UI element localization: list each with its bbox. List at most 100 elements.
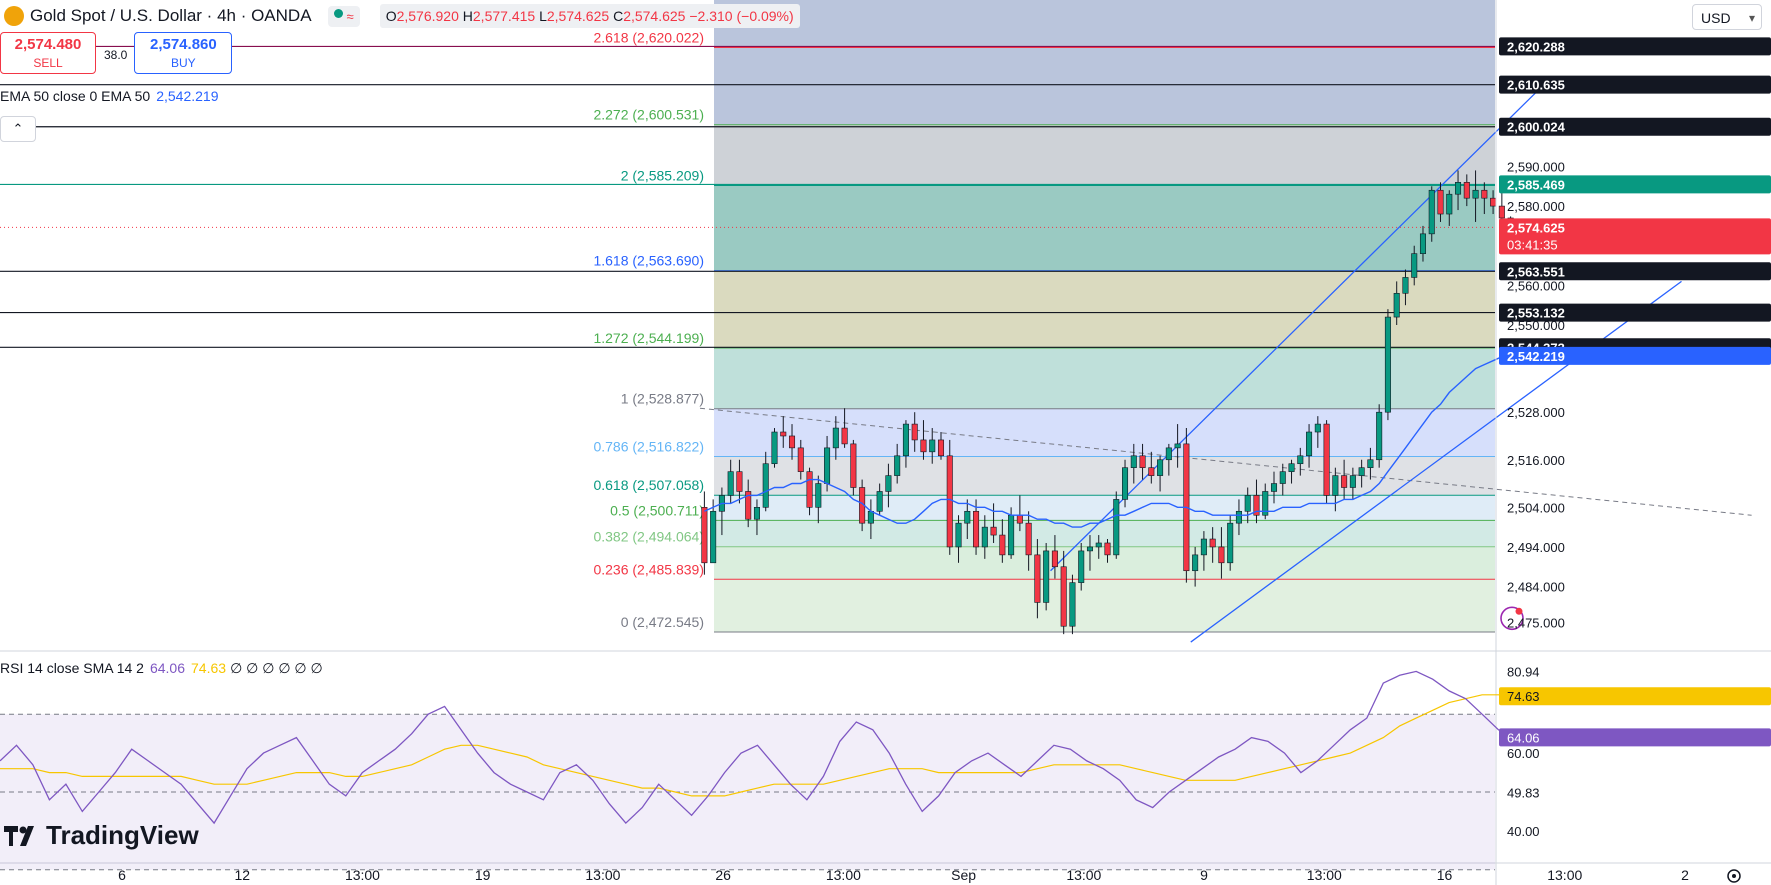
candle-body bbox=[1016, 514, 1023, 524]
currency-select[interactable]: USD bbox=[1692, 4, 1762, 31]
candle-body bbox=[1086, 546, 1093, 552]
price-label-badge: 2,610.635 bbox=[1499, 75, 1771, 94]
price-tick-label: 2,494.000 bbox=[1507, 540, 1565, 555]
candle-body bbox=[876, 491, 883, 512]
candle-body bbox=[1323, 423, 1330, 496]
price-label-bg bbox=[1499, 303, 1771, 322]
brand-name: TradingView bbox=[46, 820, 199, 850]
time-tick-label: Sep bbox=[951, 867, 976, 883]
price-label-text: 2,542.219 bbox=[1507, 349, 1565, 364]
ohlc-change: −2.310 (−0.09%) bbox=[689, 8, 794, 24]
fib-zone bbox=[714, 185, 1495, 271]
price-tick-label: 2,550.000 bbox=[1507, 318, 1565, 333]
rsi-label: RSI 14 close SMA 14 2 bbox=[0, 660, 144, 676]
ohlc-high-key: H bbox=[462, 8, 473, 24]
candle-body bbox=[1411, 253, 1418, 278]
candle-body bbox=[885, 475, 892, 492]
market-status-indicator[interactable]: ≈ bbox=[327, 5, 360, 27]
candle-body bbox=[1490, 197, 1497, 207]
sell-button[interactable]: 2,574.480 SELL bbox=[0, 32, 96, 74]
rsi-label-badge: 64.06 bbox=[1499, 728, 1771, 747]
alert-icon-dot bbox=[1515, 607, 1523, 615]
price-label-text: 2,574.625 bbox=[1507, 220, 1565, 235]
ohlc-readout: O2,576.920 H2,577.415 L2,574.625 C2,574.… bbox=[379, 4, 800, 28]
price-label-text: 2,610.635 bbox=[1507, 78, 1565, 93]
symbol-header[interactable]: Gold Spot / U.S. Dollar · 4h · OANDA ≈ O… bbox=[0, 0, 800, 32]
fib-level-label: 0.5 (2,500.711) bbox=[610, 502, 704, 518]
fib-zone bbox=[714, 0, 1495, 48]
fib-zone bbox=[714, 270, 1495, 348]
time-tick-label: 26 bbox=[715, 867, 731, 883]
fib-zone bbox=[714, 520, 1495, 547]
symbol-title[interactable]: Gold Spot / U.S. Dollar · 4h · OANDA bbox=[30, 6, 312, 25]
candle-body bbox=[920, 439, 927, 453]
candle-body bbox=[815, 483, 822, 508]
candle-body bbox=[1122, 467, 1129, 500]
buy-price: 2,574.860 bbox=[149, 36, 217, 53]
price-label-bg bbox=[1499, 37, 1771, 56]
candle-body bbox=[1463, 182, 1470, 199]
fib-zone bbox=[714, 47, 1495, 125]
candle-body bbox=[850, 443, 857, 488]
market-open-dot-icon bbox=[333, 8, 343, 18]
gold-symbol-icon bbox=[4, 6, 24, 26]
rsi-label-bg bbox=[1499, 728, 1771, 747]
candle-body bbox=[1314, 423, 1321, 433]
time-tick-label: 13:00 bbox=[826, 867, 861, 883]
price-label-bg bbox=[1499, 346, 1771, 365]
candle-body bbox=[1043, 550, 1050, 603]
fib-zone bbox=[714, 579, 1495, 632]
ohlc-low-key: L bbox=[539, 8, 547, 24]
price-tick-label: 2,528.000 bbox=[1507, 405, 1565, 420]
currency-value: USD bbox=[1701, 10, 1731, 26]
rsi-line bbox=[0, 670, 1516, 825]
rsi-legend[interactable]: RSI 14 close SMA 14 2 64.06 74.63 ∅ ∅ ∅ ∅ ∅… bbox=[0, 660, 323, 677]
price-label-bg bbox=[1499, 117, 1771, 136]
price-label-badge: 2,553.132 bbox=[1499, 303, 1771, 322]
fib-level-label: 0 (2,472.545) bbox=[621, 614, 704, 630]
price-label-text: 2,553.132 bbox=[1507, 306, 1565, 321]
candle-body bbox=[753, 507, 760, 520]
candle-body bbox=[999, 534, 1006, 556]
rsi-sma-line bbox=[0, 694, 1516, 797]
price-tick-label: 2,560.000 bbox=[1507, 278, 1565, 293]
countdown-label: 03:41:35 bbox=[1507, 237, 1558, 252]
fib-level-label: 1.618 (2,563.690) bbox=[593, 253, 704, 269]
candle-body bbox=[1288, 463, 1295, 472]
time-tick-label: 13:00 bbox=[1547, 867, 1582, 883]
candle-body bbox=[1341, 475, 1348, 488]
ohlc-open-key: O bbox=[385, 8, 397, 24]
candle-body bbox=[1034, 554, 1041, 603]
candle-body bbox=[1165, 447, 1172, 461]
tradingview-logo[interactable]: TradingView bbox=[4, 820, 199, 851]
alert-icon bbox=[1500, 606, 1524, 631]
ohlc-close-key: C bbox=[613, 8, 624, 24]
rsi-label-text: 74.63 bbox=[1507, 689, 1540, 704]
rsi-tick-label: 60.00 bbox=[1507, 746, 1540, 761]
candle-body bbox=[1148, 467, 1155, 476]
fib-level-label: 2.272 (2,600.531) bbox=[593, 107, 704, 123]
candle-body bbox=[911, 423, 918, 441]
collapse-legend-button[interactable]: ⌃ bbox=[0, 116, 36, 142]
candle-body bbox=[894, 455, 901, 476]
candle-body bbox=[929, 439, 936, 453]
candle-body bbox=[1446, 193, 1453, 215]
price-tick-label: 2,475.000 bbox=[1507, 615, 1565, 630]
fib-zone bbox=[714, 347, 1495, 409]
price-label-badge: 2,600.024 bbox=[1499, 117, 1771, 136]
buy-button[interactable]: 2,574.860 BUY bbox=[134, 32, 233, 74]
candle-body bbox=[832, 427, 839, 449]
candle-body bbox=[1262, 491, 1269, 516]
candle-body bbox=[973, 510, 980, 548]
candle-body bbox=[762, 463, 769, 508]
candle-body bbox=[1332, 475, 1339, 496]
candle-body bbox=[1244, 495, 1251, 512]
ohlc-open-value: 2,576.920 bbox=[396, 8, 459, 24]
ema-legend[interactable]: EMA 50 close 0 EMA 50 2,542.219 bbox=[0, 88, 219, 104]
candle-body bbox=[1008, 514, 1015, 556]
time-tick-label: 16 bbox=[1437, 867, 1453, 883]
price-label-badge: 2,542.219 bbox=[1499, 346, 1771, 365]
candle-body bbox=[981, 526, 988, 548]
rsi-tick-label: 80.94 bbox=[1507, 665, 1540, 680]
